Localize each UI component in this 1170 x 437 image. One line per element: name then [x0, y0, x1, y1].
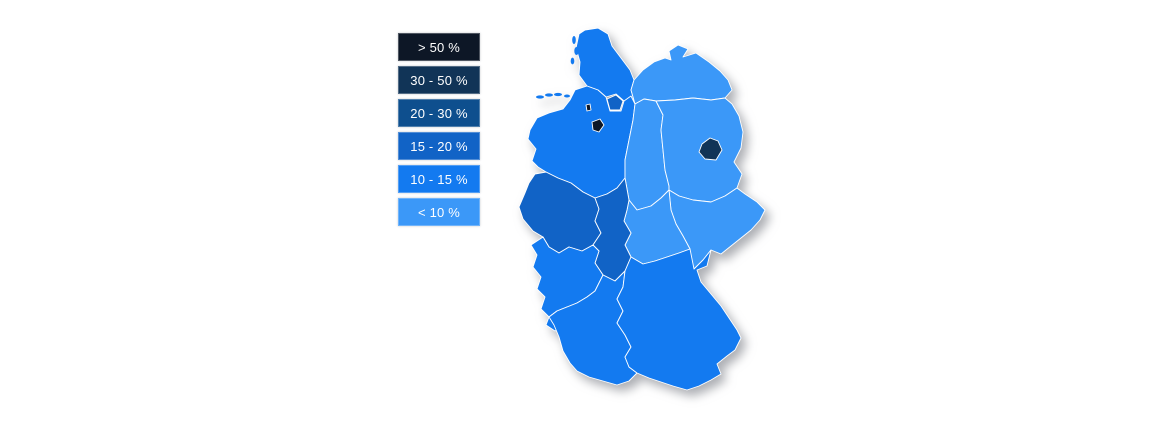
state-hamburg[interactable]	[606, 94, 624, 111]
state-berlin[interactable]	[698, 137, 723, 161]
legend-item-30-50: 30 - 50 %	[398, 66, 480, 94]
legend-item-20-30: 20 - 30 %	[398, 99, 480, 127]
state-bremen[interactable]	[591, 118, 605, 133]
legend-item-15-20: 15 - 20 %	[398, 132, 480, 160]
germany-choropleth-map	[513, 20, 778, 405]
legend-item-10-15: 10 - 15 %	[398, 165, 480, 193]
north-frisian-islands-icon	[570, 36, 579, 65]
map-legend: > 50 % 30 - 50 % 20 - 30 % 15 - 20 % 10 …	[398, 33, 480, 231]
legend-item-gt50: > 50 %	[398, 33, 480, 61]
legend-item-lt10: < 10 %	[398, 198, 480, 226]
east-frisian-islands-icon	[536, 92, 570, 99]
state-mecklenburg-vorpommern[interactable]	[630, 44, 733, 105]
state-bremerhaven[interactable]	[585, 103, 592, 112]
state-bavaria[interactable]	[616, 248, 742, 391]
